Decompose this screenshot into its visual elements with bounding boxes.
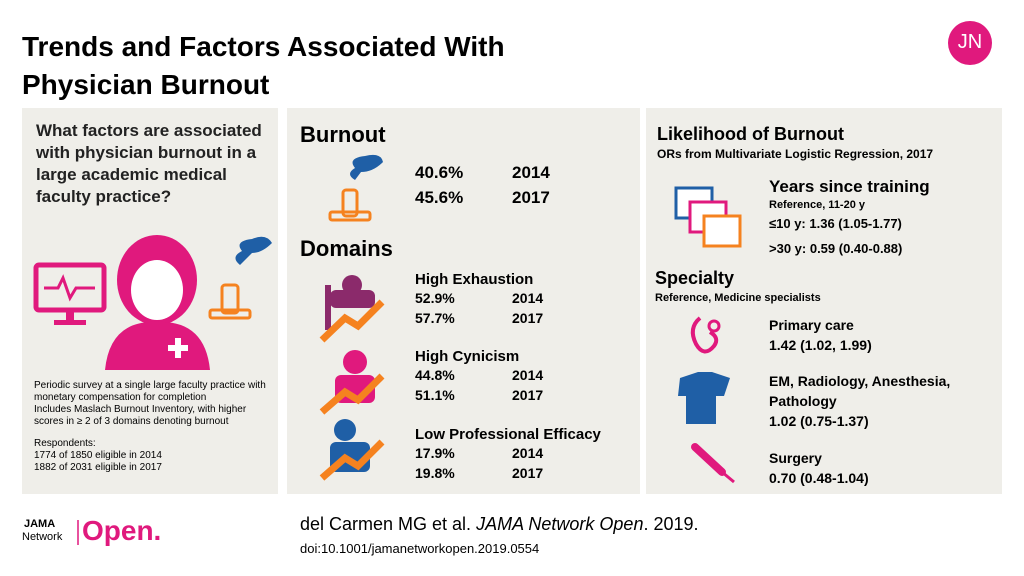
years-row: ≤10 y: 1.36 (1.05-1.77) (769, 216, 902, 231)
cynicism-icon (319, 350, 385, 415)
domain-value: 17.9% (415, 445, 455, 461)
specialty-value: 0.70 (0.48-1.04) (769, 470, 869, 486)
burnout-value: 45.6% (415, 188, 464, 207)
question: What factors are associated with physici… (36, 121, 262, 206)
domain-year: 2014 (512, 367, 544, 383)
footer-logo-open: Open. (82, 515, 162, 546)
specialty: Primary care 1.42 (1.02, 1.99) (769, 315, 989, 355)
respondent: 1774 of 1850 eligible in 2014 (34, 450, 162, 461)
domain-value: 51.1% (415, 387, 455, 403)
citation-authors: del Carmen MG et al. (300, 514, 477, 534)
specialty-reference: Reference, Medicine specialists (655, 292, 821, 304)
domain-year: 2017 (512, 310, 544, 326)
specialty-name: Primary care (769, 317, 854, 333)
scrubs-icon (678, 372, 730, 424)
specialty-value: 1.42 (1.02, 1.99) (769, 337, 872, 353)
domain-value: 52.9% (415, 290, 455, 306)
efficacy-icon (319, 419, 385, 481)
title-line: Trends and Factors Associated With (22, 31, 505, 62)
title-line: Physician Burnout (22, 69, 270, 100)
specialty-value: 1.02 (0.75-1.37) (769, 413, 869, 429)
burnout-value: 40.6% (415, 163, 464, 182)
exhaustion-icon (319, 275, 385, 343)
respondent: 1882 of 2031 eligible in 2017 (34, 462, 162, 473)
stethoscope-icon (690, 316, 721, 354)
domain-year: 2017 (512, 387, 544, 403)
domains-title: Domains (300, 236, 393, 261)
method: Includes Maslach Burnout Inventory, with… (34, 404, 247, 427)
years-title: Years since training (769, 177, 930, 196)
domain-name: Low Professional Efficacy (415, 426, 601, 443)
domain-year: 2014 (512, 290, 544, 306)
specialty-name: Surgery (769, 450, 822, 466)
logo: JN (957, 31, 983, 53)
burnout-icon (328, 154, 383, 222)
method: Periodic survey at a single large facult… (34, 380, 266, 403)
domain-value: 57.7% (415, 310, 455, 326)
footer-logo-network: Network (22, 531, 63, 543)
citation-year: . 2019. (643, 514, 699, 534)
years-row: >30 y: 0.59 (0.40-0.88) (769, 241, 903, 256)
burnout-year: 2017 (512, 188, 550, 207)
doi: doi:10.1001/jamanetworkopen.2019.0554 (300, 541, 540, 556)
doctor-illustration (33, 235, 272, 370)
footer-logo-jama: JAMA (24, 518, 56, 530)
right-subtitle: ORs from Multivariate Logistic Regressio… (657, 147, 934, 161)
specialty: EM, Radiology, Anesthesia, Pathology 1.0… (769, 371, 989, 431)
citation: del Carmen MG et al. JAMA Network Open. … (300, 514, 699, 535)
methods: Periodic survey at a single large facult… (34, 380, 274, 474)
specialty-title: Specialty (655, 268, 735, 288)
domain-year: 2017 (512, 465, 544, 481)
logo-circle (948, 21, 992, 65)
specialty: Surgery 0.70 (0.48-1.04) (769, 448, 989, 488)
domain-name: High Exhaustion (415, 271, 534, 288)
scalpel-icon (691, 443, 735, 484)
domain-name: High Cynicism (415, 348, 520, 365)
citation-journal: JAMA Network Open (476, 514, 644, 534)
respondents-title: Respondents: (34, 438, 96, 449)
title: Trends and Factors Associated With Physi… (22, 28, 505, 104)
specialty-name: EM, Radiology, Anesthesia, Pathology (769, 373, 951, 409)
calendar-icons (674, 186, 742, 248)
domain-value: 19.8% (415, 465, 455, 481)
years-reference: Reference, 11-20 y (769, 199, 866, 211)
burnout-year: 2014 (512, 163, 550, 182)
domain-year: 2014 (512, 445, 544, 461)
right-title: Likelihood of Burnout (657, 124, 844, 144)
right-panel (646, 108, 1002, 494)
burnout-title: Burnout (300, 122, 386, 147)
domain-value: 44.8% (415, 367, 455, 383)
